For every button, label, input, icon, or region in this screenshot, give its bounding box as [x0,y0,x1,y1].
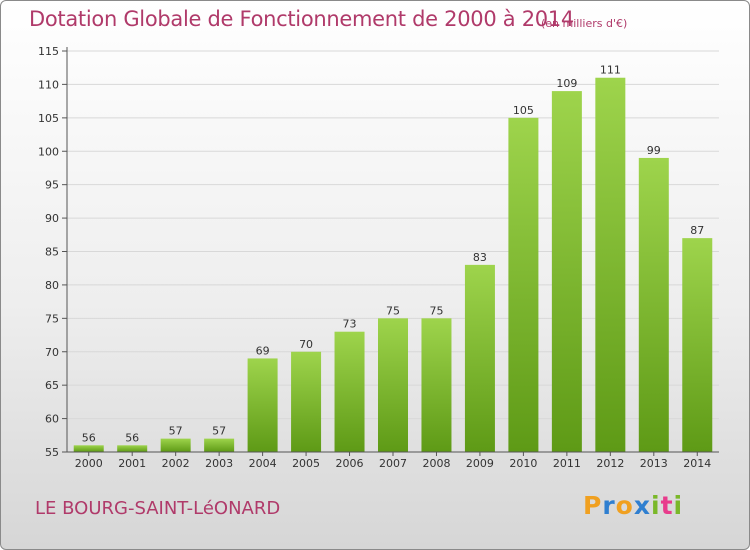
bar [638,157,669,452]
y-tick-label: 80 [45,279,59,292]
y-tick-label: 65 [45,379,59,392]
data-label: 57 [212,425,226,438]
logo-letter: i [673,491,684,520]
data-label: 83 [473,251,487,264]
x-tick-label: 2006 [336,457,364,470]
x-tick-label: 2008 [422,457,450,470]
y-tick-label: 90 [45,212,59,225]
x-axis-ticks: 2000 2001 2002 2003 2004 2005 2006 2007 2008 2009… [75,452,711,470]
logo-letter: i [651,491,661,520]
bar [378,318,408,452]
data-label: 73 [343,318,357,331]
data-label: 99 [647,144,661,157]
bar [464,264,495,452]
bar [595,77,626,452]
bar [508,117,539,452]
y-tick-label: 70 [45,346,59,359]
x-tick-label: 2000 [75,457,103,470]
chart-subtitle: (en milliers d'€) [541,17,628,30]
y-tick-label: 95 [45,179,59,192]
data-label: 75 [386,304,400,317]
logo-letter: P [583,491,603,520]
y-tick-label: 115 [38,45,59,58]
chart-title: Dotation Globale de Fonctionnement de 20… [29,7,574,31]
x-tick-label: 2004 [249,457,277,470]
x-tick-label: 2002 [162,457,190,470]
x-tick-label: 2007 [379,457,407,470]
proxiti-logo: Proxiti [583,491,683,520]
bar [551,91,582,452]
bar [247,358,278,452]
y-tick-label: 60 [45,413,59,426]
y-tick-label: 55 [45,446,59,459]
y-tick-label: 105 [38,112,59,125]
bar [160,438,191,452]
bar [334,331,365,452]
data-label: 75 [429,304,443,317]
bar [682,238,713,452]
data-label: 57 [169,425,183,438]
x-tick-label: 2003 [205,457,233,470]
bar [73,445,104,452]
axes [66,47,719,453]
bar [291,351,322,452]
logo-letter: r [602,491,616,520]
x-tick-label: 2014 [683,457,711,470]
commune-name: LE BOURG-SAINT-LéONARD [35,498,281,519]
x-tick-label: 2001 [118,457,146,470]
data-label: 105 [513,104,534,117]
data-label: 87 [690,224,704,237]
y-tick-label: 110 [38,78,59,91]
bar [117,445,148,452]
x-tick-label: 2010 [509,457,537,470]
data-label: 111 [600,64,621,77]
data-label: 69 [256,344,270,357]
y-tick-label: 85 [45,246,59,259]
x-tick-label: 2013 [640,457,668,470]
logo-letter: t [660,491,674,520]
data-label: 70 [299,338,313,351]
bar [421,318,452,452]
x-tick-label: 2012 [596,457,624,470]
x-tick-label: 2009 [466,457,494,470]
bar [204,438,235,452]
y-tick-label: 75 [45,312,59,325]
y-axis-ticks: 55 60 65 70 75 80 85 90 95 100 105 110 115 [38,45,67,459]
data-label: 109 [556,77,577,90]
bars: 56 56 57 57 69 70 73 75 75 83 105 109 111 99 87 [73,64,713,452]
logo-letter: o [615,491,634,520]
y-tick-label: 100 [38,145,59,158]
logo-letter: x [633,491,651,520]
data-label: 56 [82,431,96,444]
data-label: 56 [125,431,139,444]
x-tick-label: 2011 [553,457,581,470]
x-tick-label: 2005 [292,457,320,470]
